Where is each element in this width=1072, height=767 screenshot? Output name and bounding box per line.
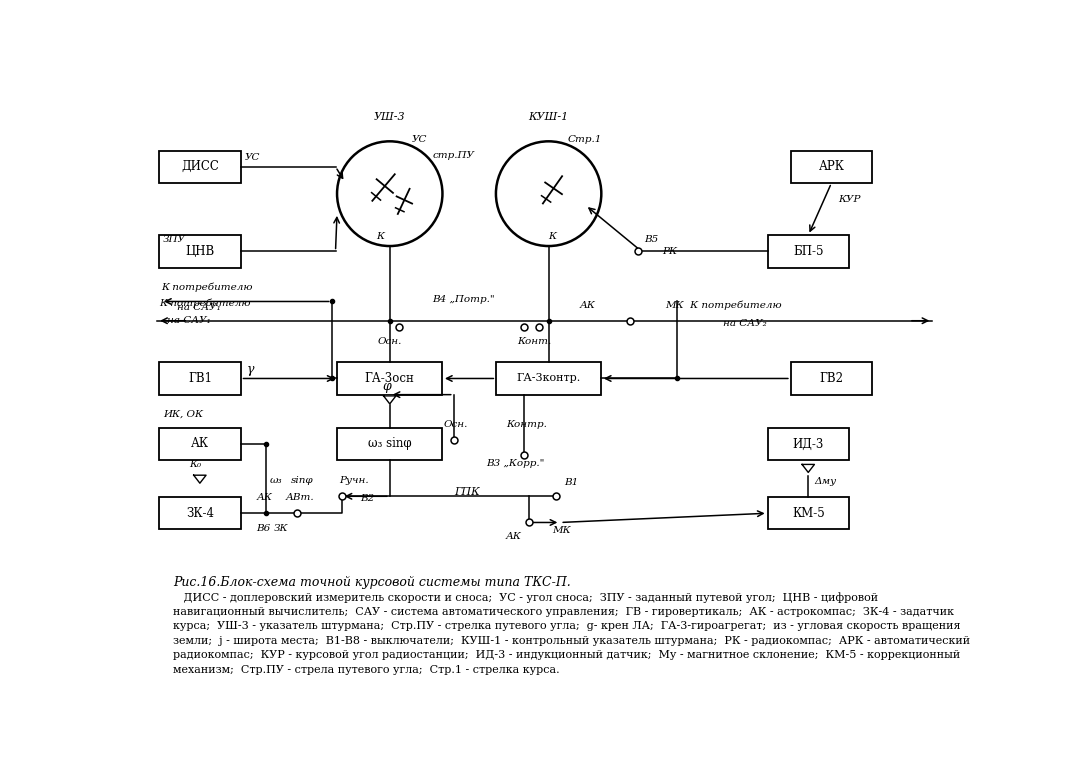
- Text: АРК: АРК: [819, 160, 845, 173]
- Bar: [768, 235, 849, 268]
- Text: К: К: [376, 232, 385, 242]
- Bar: [159, 497, 240, 529]
- Text: АК: АК: [191, 437, 209, 450]
- Text: Конт.: Конт.: [518, 337, 552, 346]
- Text: γ: γ: [247, 363, 254, 376]
- Text: БП-5: БП-5: [793, 245, 823, 258]
- Text: Осн.: Осн.: [377, 337, 402, 346]
- Bar: [338, 362, 442, 395]
- Text: КУШ-1: КУШ-1: [528, 112, 569, 122]
- Text: Δмy: Δмy: [815, 477, 836, 486]
- Bar: [159, 150, 240, 183]
- Text: ЗК-4: ЗК-4: [185, 507, 214, 520]
- Text: АК: АК: [580, 301, 596, 310]
- Text: РК: РК: [662, 247, 678, 256]
- Text: φ: φ: [382, 380, 391, 393]
- Text: К₀: К₀: [189, 460, 202, 469]
- Text: К: К: [549, 232, 556, 242]
- Text: В4 „Потр.": В4 „Потр.": [432, 295, 495, 304]
- Circle shape: [496, 141, 601, 246]
- Text: К потребителю: К потребителю: [159, 298, 250, 308]
- Text: КМ-5: КМ-5: [792, 507, 824, 520]
- Text: АК: АК: [506, 532, 522, 541]
- Text: ЗПУ: ЗПУ: [163, 235, 187, 245]
- Text: ГПК: ГПК: [455, 488, 480, 498]
- Text: ГВ1: ГВ1: [188, 372, 212, 385]
- Text: МК: МК: [552, 525, 571, 535]
- Bar: [791, 362, 873, 395]
- Text: ДИСС: ДИСС: [181, 160, 219, 173]
- Text: Контр.: Контр.: [506, 420, 547, 430]
- Text: В3 „Корр.": В3 „Корр.": [487, 459, 545, 468]
- Text: Стр.1: Стр.1: [568, 135, 602, 144]
- Bar: [159, 428, 240, 460]
- Text: на САУ₁: на САУ₁: [166, 316, 210, 325]
- Text: В2: В2: [360, 494, 374, 503]
- Text: ГА-3контр.: ГА-3контр.: [517, 374, 581, 384]
- Text: ДИСС - доплеровский измеритель скорости и сноса;  УС - угол сноса;  ЗПУ - заданн: ДИСС - доплеровский измеритель скорости …: [173, 592, 970, 674]
- Text: УС: УС: [244, 153, 259, 162]
- Text: КУР: КУР: [837, 195, 860, 203]
- Text: ЦНВ: ЦНВ: [185, 245, 214, 258]
- Bar: [768, 497, 849, 529]
- Text: ГА-3осн: ГА-3осн: [364, 372, 415, 385]
- Bar: [338, 428, 442, 460]
- Text: ГВ2: ГВ2: [819, 372, 844, 385]
- Bar: [496, 362, 601, 395]
- Polygon shape: [802, 464, 815, 472]
- Bar: [159, 362, 240, 395]
- Text: Рис.16.Блок-схема точной курсовой системы типа ТКС-П.: Рис.16.Блок-схема точной курсовой систем…: [173, 576, 570, 589]
- Text: УШ-3: УШ-3: [374, 112, 405, 122]
- Text: ω₃ sinφ: ω₃ sinφ: [368, 437, 412, 450]
- Text: К потребителю: К потребителю: [161, 283, 253, 292]
- Text: УС: УС: [412, 135, 427, 144]
- Bar: [159, 235, 240, 268]
- Circle shape: [337, 141, 443, 246]
- Bar: [791, 150, 873, 183]
- Text: АВт.: АВт.: [285, 493, 314, 502]
- Text: Ручн.: Ручн.: [340, 476, 369, 486]
- Text: В5: В5: [644, 235, 658, 245]
- Text: ИК, ОК: ИК, ОК: [163, 410, 203, 419]
- Text: стр.ПУ: стр.ПУ: [432, 150, 475, 160]
- Polygon shape: [384, 396, 396, 404]
- Text: АК: АК: [256, 493, 272, 502]
- Text: МК  К потребителю: МК К потребителю: [665, 301, 781, 310]
- Text: ИД-3: ИД-3: [792, 437, 824, 450]
- Text: В1: В1: [564, 478, 579, 487]
- Text: sinφ: sinφ: [291, 476, 313, 486]
- Text: на САУ₁: на САУ₁: [177, 303, 221, 312]
- Polygon shape: [194, 476, 206, 483]
- Bar: [768, 428, 849, 460]
- Text: на САУ₂: на САУ₂: [723, 318, 766, 328]
- Text: ω₃: ω₃: [270, 476, 282, 486]
- Text: Осн.: Осн.: [444, 420, 468, 430]
- Text: ЗК: ЗК: [273, 524, 288, 533]
- Text: В6: В6: [256, 524, 271, 533]
